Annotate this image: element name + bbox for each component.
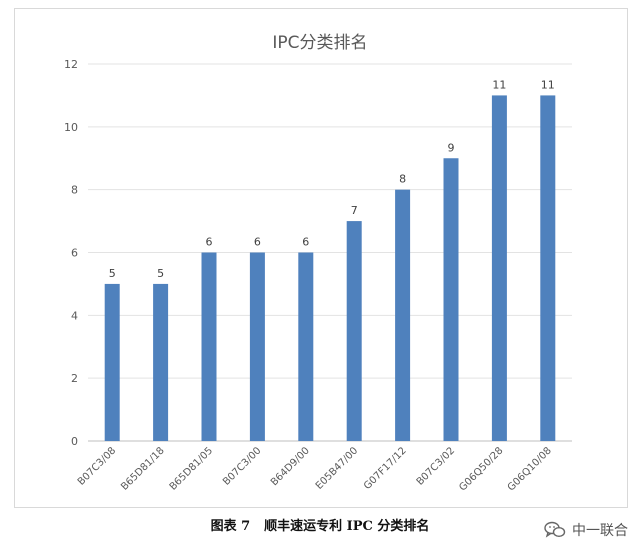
x-tick-label: G07F17/12 bbox=[362, 445, 409, 492]
x-tick-label: B65D81/05 bbox=[168, 445, 215, 492]
x-tick-label: B64D9/00 bbox=[269, 445, 312, 488]
y-tick-label: 6 bbox=[71, 247, 78, 260]
y-tick-labels: 0 2 4 6 8 10 12 bbox=[64, 58, 78, 448]
wechat-logo-icon bbox=[544, 521, 566, 539]
data-label: 6 bbox=[254, 236, 261, 249]
x-tick-labels: B07C3/08 B65D81/18 B65D81/05 B07C3/00 B64D9/… bbox=[76, 445, 554, 493]
bar bbox=[443, 158, 459, 441]
watermark: 中一联合 bbox=[544, 520, 628, 540]
bar bbox=[104, 283, 120, 441]
grid-lines bbox=[88, 63, 572, 442]
data-label: 5 bbox=[157, 267, 164, 280]
bar bbox=[249, 252, 265, 441]
x-tick-label: B65D81/18 bbox=[119, 445, 166, 492]
y-tick-label: 10 bbox=[64, 121, 78, 134]
data-label: 11 bbox=[492, 78, 506, 91]
bar bbox=[153, 283, 169, 441]
data-label: 6 bbox=[206, 236, 213, 249]
figure-caption: 图表 7 顺丰速运专利 IPC 分类排名 bbox=[0, 515, 640, 534]
bar bbox=[346, 221, 362, 441]
y-tick-label: 8 bbox=[71, 184, 78, 197]
data-label: 5 bbox=[109, 267, 116, 280]
data-label: 7 bbox=[351, 204, 358, 217]
bar bbox=[540, 95, 556, 442]
x-tick-label: E05B47/00 bbox=[314, 445, 360, 491]
data-labels: 5 5 6 6 6 7 8 9 11 11 bbox=[109, 78, 555, 280]
caption-text: 顺丰速运专利 IPC 分类排名 bbox=[264, 519, 430, 534]
data-label: 8 bbox=[399, 173, 406, 186]
y-tick-label: 12 bbox=[64, 58, 78, 71]
x-tick-label: B07C3/00 bbox=[221, 445, 263, 487]
y-tick-label: 0 bbox=[71, 435, 78, 448]
watermark-text: 中一联合 bbox=[572, 523, 628, 539]
data-label: 11 bbox=[541, 78, 555, 91]
data-label: 6 bbox=[302, 236, 309, 249]
bar bbox=[395, 189, 411, 441]
x-tick-label: G06Q10/08 bbox=[506, 445, 554, 493]
y-tick-label: 4 bbox=[71, 309, 78, 322]
x-tick-label: B07C3/02 bbox=[415, 445, 457, 487]
y-tick-label: 2 bbox=[71, 372, 78, 385]
bar bbox=[201, 252, 217, 441]
bar bbox=[298, 252, 314, 441]
x-tick-label: B07C3/08 bbox=[76, 445, 118, 487]
caption-number: 图表 7 bbox=[210, 519, 251, 534]
x-tick-label: G06Q50/28 bbox=[457, 445, 505, 493]
data-label: 9 bbox=[448, 141, 455, 154]
chart-title: IPC分类排名 bbox=[272, 33, 368, 53]
bars bbox=[104, 95, 556, 442]
bar bbox=[491, 95, 507, 442]
